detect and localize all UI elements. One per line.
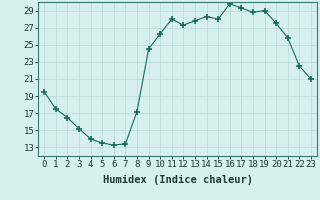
X-axis label: Humidex (Indice chaleur): Humidex (Indice chaleur) <box>103 175 252 185</box>
